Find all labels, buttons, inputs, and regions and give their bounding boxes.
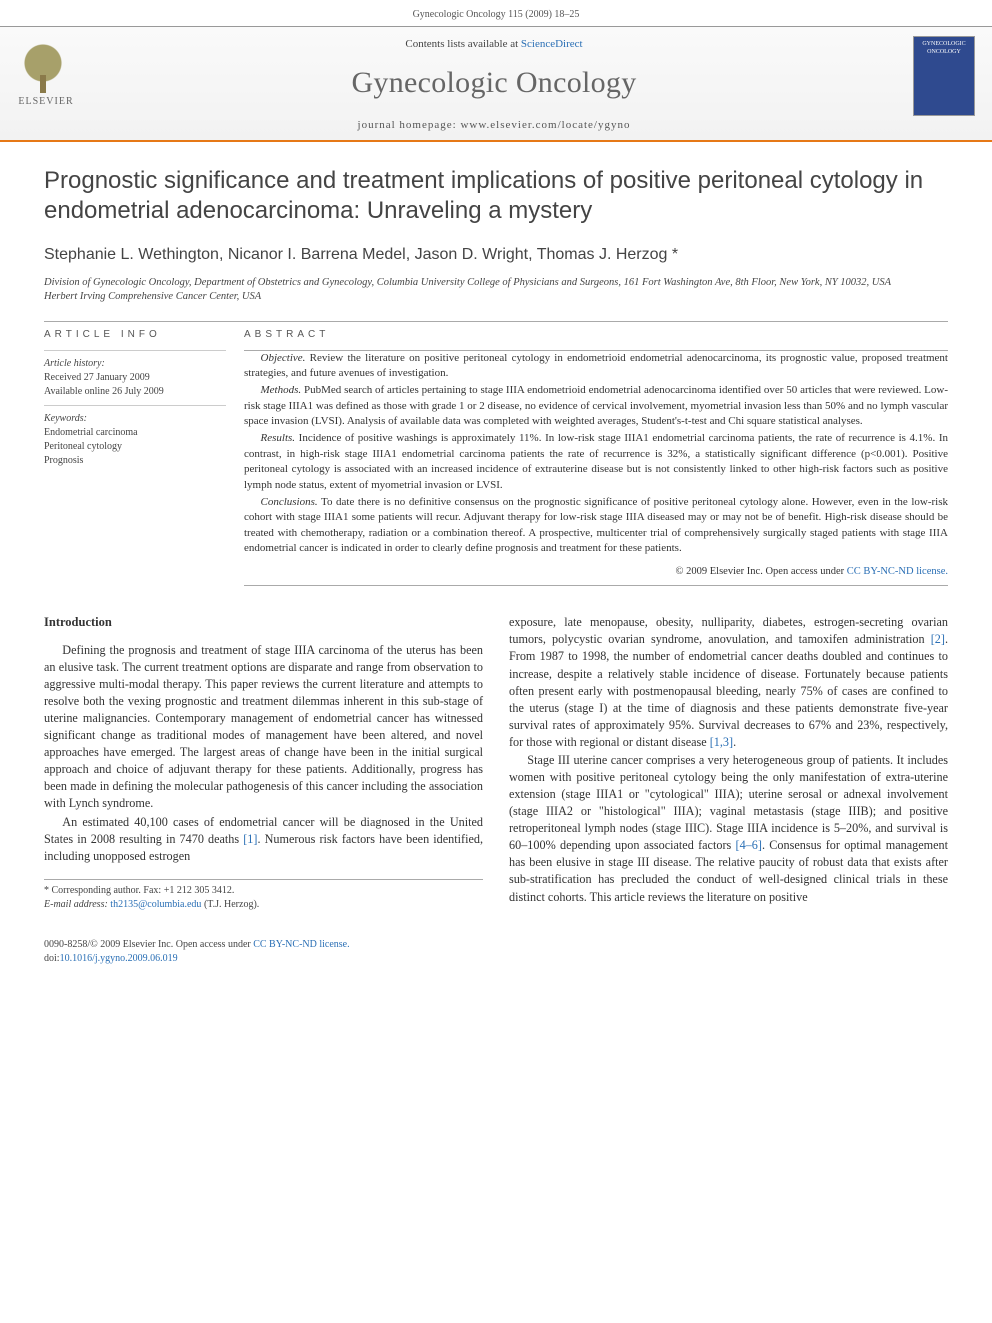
- results-text: Incidence of positive washings is approx…: [244, 432, 948, 490]
- license-link[interactable]: CC BY-NC-ND license.: [847, 566, 948, 577]
- abstract-heading: ABSTRACT: [244, 328, 948, 342]
- elsevier-tree-icon: [18, 43, 68, 93]
- body-paragraph: Stage III uterine cancer comprises a ver…: [509, 752, 948, 906]
- publisher-name: ELSEVIER: [18, 95, 74, 109]
- doi-link[interactable]: 10.1016/j.ygyno.2009.06.019: [60, 953, 178, 964]
- running-head: Gynecologic Oncology 115 (2009) 18–25: [0, 0, 992, 26]
- contents-available-line: Contents lists available at ScienceDirec…: [74, 37, 914, 52]
- sciencedirect-link[interactable]: ScienceDirect: [521, 38, 583, 50]
- journal-masthead: ELSEVIER Contents lists available at Sci…: [0, 26, 992, 142]
- copyright-text: © 2009 Elsevier Inc.: [676, 566, 766, 577]
- body-paragraph: Defining the prognosis and treatment of …: [44, 642, 483, 813]
- text-run: .: [733, 735, 736, 749]
- journal-name: Gynecologic Oncology: [74, 62, 914, 104]
- issn-copyright: 0090-8258/© 2009 Elsevier Inc.: [44, 939, 176, 950]
- footnotes-block: * Corresponding author. Fax: +1 212 305 …: [44, 879, 483, 912]
- column-right: exposure, late menopause, obesity, nulli…: [509, 614, 948, 912]
- homepage-url: www.elsevier.com/locate/ygyno: [460, 119, 630, 131]
- article-info-heading: ARTICLE INFO: [44, 328, 226, 342]
- keyword: Prognosis: [44, 454, 226, 468]
- abstract-block: ABSTRACT Objective. Review the literatur…: [244, 328, 948, 587]
- citation-link[interactable]: [2]: [931, 632, 945, 646]
- text-run: exposure, late menopause, obesity, nulli…: [509, 615, 948, 646]
- journal-cover-thumbnail: GYNECOLOGIC ONCOLOGY: [914, 37, 974, 115]
- corresponding-author-note: * Corresponding author. Fax: +1 212 305 …: [44, 884, 483, 898]
- cover-title: GYNECOLOGIC ONCOLOGY: [917, 40, 971, 57]
- citation-link[interactable]: [4–6]: [736, 838, 762, 852]
- article-info-sidebar: ARTICLE INFO Article history: Received 2…: [44, 328, 244, 587]
- text-run: . From 1987 to 1998, the number of endom…: [509, 632, 948, 748]
- body-paragraph: exposure, late menopause, obesity, nulli…: [509, 614, 948, 751]
- homepage-prefix: journal homepage:: [358, 119, 461, 131]
- article-text-columns: Introduction Defining the prognosis and …: [44, 614, 948, 912]
- article-history-label: Article history:: [44, 357, 226, 371]
- conclusions-label: Conclusions.: [261, 496, 318, 508]
- doi-prefix: doi:: [44, 953, 60, 964]
- online-date: Available online 26 July 2009: [44, 385, 226, 399]
- email-suffix: (T.J. Herzog).: [201, 899, 259, 910]
- results-label: Results.: [261, 432, 296, 444]
- page-footer: 0090-8258/© 2009 Elsevier Inc. Open acce…: [0, 932, 992, 986]
- methods-label: Methods.: [261, 384, 302, 396]
- license-link[interactable]: CC BY-NC-ND license.: [253, 939, 349, 950]
- author-list: Stephanie L. Wethington, Nicanor I. Barr…: [44, 244, 948, 266]
- keywords-label: Keywords:: [44, 412, 226, 426]
- affiliation-1: Division of Gynecologic Oncology, Depart…: [44, 276, 948, 290]
- keyword: Endometrial carcinoma: [44, 426, 226, 440]
- objective-label: Objective.: [261, 352, 306, 364]
- received-date: Received 27 January 2009: [44, 371, 226, 385]
- corresponding-email-link[interactable]: th2135@columbia.edu: [110, 899, 201, 910]
- introduction-heading: Introduction: [44, 614, 483, 632]
- body-paragraph: An estimated 40,100 cases of endometrial…: [44, 814, 483, 865]
- license-prefix: Open access under: [765, 566, 846, 577]
- journal-homepage-line: journal homepage: www.elsevier.com/locat…: [74, 118, 914, 133]
- affiliation-2: Herbert Irving Comprehensive Cancer Cent…: [44, 290, 948, 304]
- keyword: Peritoneal cytology: [44, 440, 226, 454]
- citation-link[interactable]: [1,3]: [710, 735, 733, 749]
- column-left: Introduction Defining the prognosis and …: [44, 614, 483, 912]
- email-label: E-mail address:: [44, 899, 110, 910]
- contents-prefix: Contents lists available at: [405, 38, 520, 50]
- objective-text: Review the literature on positive perito…: [244, 352, 948, 379]
- article-body: Prognostic significance and treatment im…: [0, 142, 992, 932]
- license-prefix: Open access under: [176, 939, 253, 950]
- methods-text: PubMed search of articles pertaining to …: [244, 384, 948, 427]
- publisher-logo: ELSEVIER: [18, 43, 74, 109]
- conclusions-text: To date there is no definitive consensus…: [244, 496, 948, 554]
- citation-link[interactable]: [1]: [243, 832, 257, 846]
- article-title: Prognostic significance and treatment im…: [44, 166, 948, 226]
